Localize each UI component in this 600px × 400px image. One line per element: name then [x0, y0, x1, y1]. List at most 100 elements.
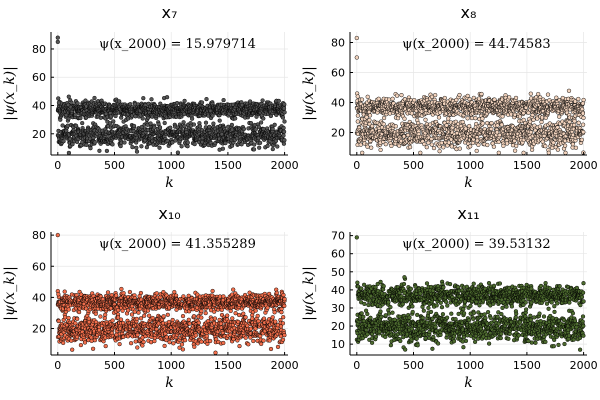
point	[492, 97, 497, 102]
point	[62, 289, 67, 294]
point	[239, 142, 244, 147]
annotation: ψ(x_2000) = 15.979714	[99, 37, 256, 52]
point	[182, 98, 187, 104]
point	[261, 116, 266, 121]
point	[66, 315, 71, 321]
point	[473, 116, 478, 121]
point	[84, 142, 89, 148]
point	[76, 309, 82, 315]
point	[65, 123, 70, 128]
point	[133, 339, 138, 344]
point	[98, 314, 103, 319]
point	[75, 316, 80, 322]
x-tick-label: 1500	[214, 159, 242, 172]
point	[512, 148, 518, 153]
point	[154, 291, 159, 296]
point	[248, 120, 254, 126]
x-tick-label: 1000	[456, 159, 484, 172]
point	[128, 341, 134, 346]
point	[92, 95, 97, 101]
point	[233, 116, 238, 121]
point	[539, 115, 545, 120]
point	[111, 119, 116, 124]
point	[199, 100, 205, 105]
point	[439, 140, 444, 146]
point	[131, 123, 137, 129]
point	[70, 142, 75, 147]
point	[56, 318, 61, 324]
point	[383, 142, 388, 147]
point	[399, 92, 404, 98]
point	[437, 149, 442, 154]
point	[134, 145, 139, 150]
outlier-point	[55, 35, 60, 40]
point	[489, 126, 494, 132]
x-tick-label: 0	[54, 159, 61, 172]
point	[389, 143, 394, 149]
point	[436, 115, 442, 120]
point	[275, 144, 280, 149]
point	[252, 142, 257, 147]
point	[149, 97, 154, 102]
point	[480, 116, 485, 121]
point	[418, 150, 423, 155]
point	[521, 150, 526, 155]
point	[365, 144, 370, 149]
point	[127, 289, 133, 295]
point	[465, 116, 470, 121]
point	[220, 146, 226, 151]
point	[93, 311, 98, 316]
point	[531, 117, 536, 122]
point	[281, 141, 287, 146]
point	[103, 343, 108, 349]
x-tick-label: 2000	[271, 159, 299, 172]
y-tick-label: 60	[32, 71, 46, 84]
point	[104, 148, 110, 154]
point	[78, 115, 83, 121]
point	[281, 125, 286, 131]
point	[69, 100, 74, 105]
point	[489, 120, 494, 126]
point	[189, 116, 195, 121]
point	[146, 313, 152, 318]
point	[550, 145, 555, 150]
y-axis-label: |ψ(x_k)|	[301, 66, 317, 121]
point	[270, 146, 275, 152]
point	[367, 118, 372, 123]
x-tick-label: 1500	[513, 159, 541, 172]
point	[272, 122, 277, 127]
point	[152, 125, 157, 130]
point	[470, 140, 476, 146]
point	[485, 142, 490, 148]
point	[122, 140, 127, 145]
point	[282, 138, 287, 143]
point	[442, 95, 447, 101]
point	[217, 118, 222, 123]
point	[70, 347, 75, 352]
point	[97, 148, 102, 153]
point	[164, 95, 170, 100]
point	[157, 145, 162, 150]
point	[197, 124, 203, 129]
point	[121, 291, 126, 296]
x-axis-label: k	[165, 175, 173, 191]
point	[108, 306, 114, 311]
point	[141, 96, 146, 101]
point	[499, 122, 504, 127]
point	[98, 115, 103, 120]
point	[182, 124, 187, 129]
point	[203, 120, 209, 125]
point	[135, 345, 140, 350]
point	[429, 142, 434, 147]
point	[496, 139, 501, 145]
point	[280, 115, 286, 120]
point	[495, 123, 500, 128]
point	[364, 115, 369, 120]
point	[223, 140, 228, 146]
point	[580, 122, 586, 127]
point	[191, 122, 197, 127]
point	[468, 144, 473, 149]
point	[132, 309, 137, 314]
point	[251, 147, 257, 152]
